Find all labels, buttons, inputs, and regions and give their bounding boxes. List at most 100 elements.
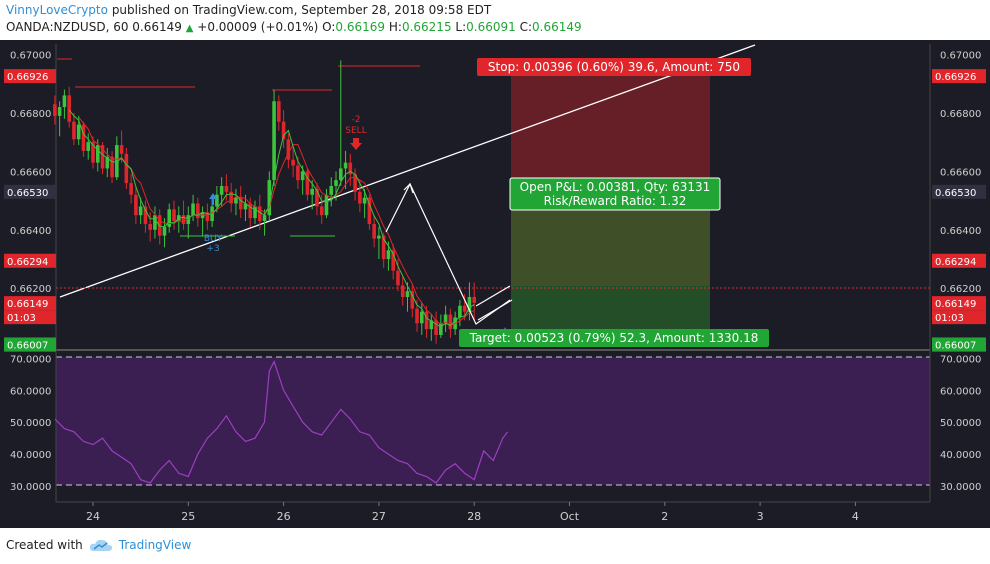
- candle-body: [377, 235, 381, 239]
- candle-body: [310, 188, 314, 195]
- candle-body: [291, 159, 295, 166]
- candle-body: [338, 168, 343, 181]
- rsi-tick-left: 70.0000: [10, 354, 51, 365]
- candle-body: [53, 104, 57, 116]
- ohlc-high: 0.66215: [401, 20, 452, 34]
- candle-body: [419, 311, 424, 324]
- price-flag: [4, 296, 56, 311]
- candle-body: [153, 215, 157, 230]
- price-flag-label: 0.66530: [935, 188, 976, 199]
- price-flag: [4, 184, 56, 199]
- rsi-band: [56, 357, 930, 485]
- price-tick-right: 0.66600: [940, 167, 981, 178]
- candle-body: [300, 171, 305, 181]
- candle-body: [386, 250, 391, 260]
- publish-header: VinnyLoveCrypto published on TradingView…: [6, 3, 491, 17]
- rsi-tick-right: 70.0000: [940, 354, 981, 365]
- ohlc-close: 0.66149: [532, 20, 582, 34]
- candle-body: [196, 203, 200, 219]
- candle-body: [62, 95, 67, 108]
- candle-body: [138, 206, 143, 216]
- price-flag: [932, 310, 986, 325]
- stop-label-box[interactable]: [477, 58, 751, 76]
- candle-body: [86, 142, 91, 151]
- candle-body: [119, 145, 124, 154]
- rsi-tick-left: 50.0000: [10, 418, 51, 429]
- candle-body: [329, 185, 334, 195]
- price-pane[interactable]: [56, 44, 930, 349]
- x-tick-label: 4: [852, 510, 859, 523]
- candle-body: [124, 153, 129, 184]
- created-with-label: Created with: [6, 538, 83, 552]
- author-link[interactable]: VinnyLoveCrypto: [6, 3, 108, 17]
- chart-svg[interactable]: BUY +3 -2 SELL Stop: 0.00396 (0.60%) 39.…: [0, 40, 990, 528]
- candle-body: [81, 124, 86, 151]
- rsi-tick-left: 40.0000: [10, 450, 51, 461]
- sell-arrow-icon: [350, 138, 362, 150]
- candle-body: [439, 323, 443, 335]
- candle-body: [76, 124, 81, 140]
- x-tick-label: 26: [277, 510, 291, 523]
- price-flag-label: 0.66294: [935, 257, 976, 268]
- symbol-label: OANDA:NZDUSD, 60: [6, 20, 129, 34]
- candle-body: [286, 139, 291, 160]
- candle-body: [95, 145, 100, 163]
- candle-body: [229, 191, 233, 204]
- candle-body: [67, 95, 71, 122]
- chart-area[interactable]: BUY +3 -2 SELL Stop: 0.00396 (0.60%) 39.…: [0, 40, 990, 528]
- arrow-head-icon: [403, 182, 414, 194]
- target-label-box[interactable]: [459, 329, 769, 347]
- rsi-axis[interactable]: 70.0000 70.0000 60.0000 60.0000 50.0000 50.00…: [10, 354, 981, 493]
- pnl-box[interactable]: [509, 177, 721, 211]
- candle-body: [105, 156, 110, 169]
- candle-body: [215, 194, 219, 207]
- candle-body: [115, 145, 119, 178]
- price-flag-label: 01:03: [935, 313, 964, 324]
- candle-body: [429, 320, 434, 330]
- flag-line-bottom: [477, 299, 513, 321]
- time-axis[interactable]: 24 25 26 27 28 Oct 2 3 4: [86, 502, 859, 523]
- x-tick-label: 28: [467, 510, 481, 523]
- rsi-tick-right: 60.0000: [940, 386, 981, 397]
- buy-label: BUY: [204, 234, 223, 244]
- buy-arrow-icon: [209, 193, 217, 205]
- price-flag-label: 0.66007: [7, 341, 48, 352]
- rsi-line: [54, 360, 509, 484]
- ma-green-line: [68, 109, 475, 328]
- price-flag: [932, 337, 986, 352]
- candle-body: [100, 145, 105, 169]
- rsi-tick-left: 30.0000: [10, 482, 51, 493]
- ohlc-high-label: H:: [388, 20, 402, 34]
- tradingview-link[interactable]: TradingView: [118, 538, 192, 552]
- candle-body: [448, 314, 453, 330]
- price-axis[interactable]: 0.67000 0.67000 0.66800 0.66800 0.66600 0.666…: [10, 51, 981, 296]
- candle-body: [381, 235, 386, 260]
- price-tick-right: 0.66200: [940, 284, 981, 295]
- price-flag-label: 01:03: [7, 313, 36, 324]
- candle-body: [253, 206, 257, 219]
- trendline[interactable]: [59, 44, 756, 298]
- candle-body: [267, 180, 272, 216]
- x-tick-label: 2: [661, 510, 668, 523]
- candle-body: [57, 107, 62, 116]
- price-tick-right: 0.66800: [940, 109, 981, 120]
- candle-body: [348, 162, 353, 175]
- flag-line-top: [475, 285, 511, 307]
- ohlc-open: 0.66169: [335, 20, 386, 34]
- candle-body: [281, 121, 286, 140]
- candle-body: [129, 183, 133, 195]
- candle-body: [443, 314, 448, 324]
- candle-body: [72, 121, 76, 140]
- candle-body: [219, 185, 224, 195]
- candle-body: [148, 223, 152, 230]
- rsi-tick-right: 50.0000: [940, 418, 981, 429]
- x-tick-label: 27: [372, 510, 386, 523]
- price-flag-label: 0.66007: [935, 341, 976, 352]
- target-label: Target: 0.00523 (0.79%) 52.3, Amount: 13…: [469, 331, 759, 345]
- candle-body: [234, 197, 238, 204]
- stop-label: Stop: 0.00396 (0.60%) 39.6, Amount: 750: [488, 60, 740, 74]
- candle-body: [205, 212, 210, 222]
- ma-red-line: [78, 116, 475, 326]
- projection-path[interactable]: [385, 182, 511, 325]
- price-flag: [4, 69, 56, 84]
